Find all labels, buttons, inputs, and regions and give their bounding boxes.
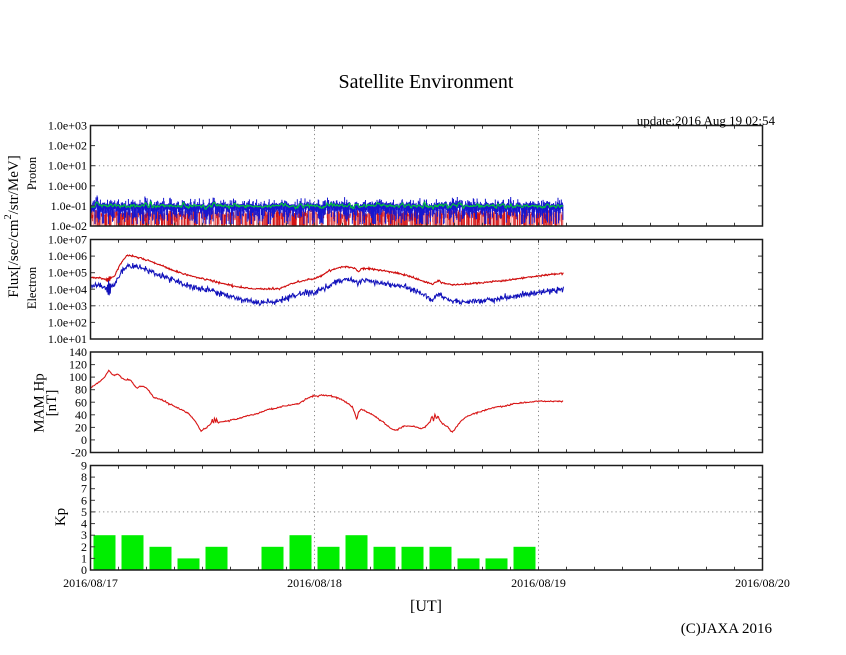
svg-text:2016/08/19: 2016/08/19 — [511, 576, 566, 590]
svg-text:1.0e+03: 1.0e+03 — [48, 119, 87, 133]
svg-text:2016/08/20: 2016/08/20 — [735, 576, 790, 590]
svg-text:20: 20 — [75, 420, 87, 434]
svg-text:(C)JAXA 2016: (C)JAXA 2016 — [681, 621, 773, 637]
svg-text:Proton: Proton — [25, 156, 39, 190]
svg-text:1.0e+05: 1.0e+05 — [48, 266, 87, 280]
svg-text:1.0e+07: 1.0e+07 — [48, 233, 87, 247]
svg-text:1.0e+02: 1.0e+02 — [48, 315, 87, 329]
svg-text:0: 0 — [81, 433, 87, 447]
svg-text:60: 60 — [75, 395, 87, 409]
svg-text:update:2016 Aug 19 02:54: update:2016 Aug 19 02:54 — [637, 113, 776, 128]
svg-text:1.0e+04: 1.0e+04 — [48, 282, 87, 296]
svg-text:1.0e+06: 1.0e+06 — [48, 249, 87, 263]
svg-text:5: 5 — [81, 505, 87, 519]
svg-text:40: 40 — [75, 408, 87, 422]
svg-text:[UT]: [UT] — [410, 598, 442, 615]
svg-text:1.0e+01: 1.0e+01 — [48, 159, 87, 173]
svg-text:8: 8 — [81, 470, 87, 484]
svg-text:[nT]: [nT] — [44, 390, 60, 417]
svg-text:2: 2 — [81, 540, 87, 554]
svg-text:Electron: Electron — [25, 266, 39, 309]
svg-text:120: 120 — [69, 358, 87, 372]
svg-text:MAM Hp: MAM Hp — [32, 373, 48, 433]
svg-text:2016/08/18: 2016/08/18 — [287, 576, 342, 590]
svg-text:80: 80 — [75, 383, 87, 397]
svg-text:1.0e-01: 1.0e-01 — [51, 199, 87, 213]
svg-text:6: 6 — [81, 493, 87, 507]
svg-text:2016/08/17: 2016/08/17 — [63, 576, 118, 590]
svg-text:1.0e+01: 1.0e+01 — [48, 332, 87, 346]
svg-text:7: 7 — [81, 482, 87, 496]
svg-text:Kp: Kp — [53, 508, 69, 526]
svg-text:1: 1 — [81, 551, 87, 565]
svg-text:1.0e-02: 1.0e-02 — [51, 219, 87, 233]
svg-text:1.0e+00: 1.0e+00 — [48, 179, 87, 193]
svg-text:9: 9 — [81, 459, 87, 473]
svg-text:Satellite Environment: Satellite Environment — [339, 71, 514, 93]
svg-text:1.0e+03: 1.0e+03 — [48, 299, 87, 313]
svg-text:3: 3 — [81, 528, 87, 542]
svg-text:Flux[/sec/cm2/str/MeV]: Flux[/sec/cm2/str/MeV] — [3, 155, 22, 298]
svg-text:140: 140 — [69, 345, 87, 359]
svg-text:100: 100 — [69, 370, 87, 384]
svg-text:0: 0 — [81, 563, 87, 577]
svg-text:1.0e+02: 1.0e+02 — [48, 139, 87, 153]
svg-text:4: 4 — [81, 517, 87, 531]
svg-text:-20: -20 — [71, 446, 87, 460]
